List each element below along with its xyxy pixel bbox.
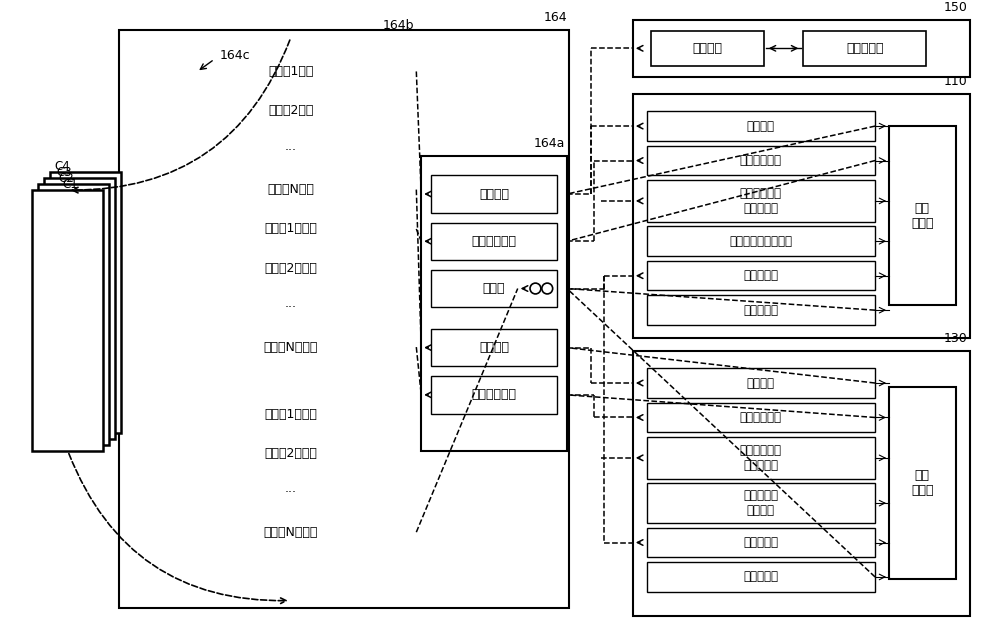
- Text: 控制值: 控制值: [483, 282, 505, 295]
- Text: 传感器2的值: 传感器2的值: [268, 105, 313, 117]
- Text: 另一个控制器
的传感器值: 另一个控制器 的传感器值: [740, 187, 782, 215]
- Text: 控制器1状态值: 控制器1状态值: [264, 223, 317, 235]
- Text: ···: ···: [285, 144, 297, 157]
- Text: C1: C1: [62, 177, 78, 191]
- Bar: [431, 223, 557, 260]
- Text: 164b: 164b: [383, 19, 414, 31]
- Bar: [647, 484, 875, 523]
- Bar: [175, 252, 406, 285]
- Bar: [50, 172, 121, 433]
- Text: 控制输入值: 控制输入值: [743, 536, 778, 549]
- Bar: [431, 376, 557, 413]
- Bar: [647, 528, 875, 557]
- Text: 164c: 164c: [219, 48, 250, 62]
- Bar: [421, 156, 567, 451]
- Text: 控制输出值: 控制输出值: [743, 304, 778, 316]
- Bar: [175, 134, 406, 167]
- Bar: [647, 403, 875, 433]
- Text: 传感器值: 传感器值: [479, 341, 509, 354]
- Text: 130: 130: [944, 332, 968, 345]
- Text: 传感器值: 传感器值: [747, 376, 775, 390]
- Text: 控制输出值: 控制输出值: [743, 570, 778, 584]
- Bar: [647, 295, 875, 325]
- Bar: [647, 368, 875, 398]
- Text: 另一个控制器状态值: 另一个控制器状态值: [729, 235, 792, 248]
- Text: 110: 110: [944, 75, 968, 87]
- Text: 第一
控制器: 第一 控制器: [911, 202, 934, 230]
- Bar: [647, 180, 875, 221]
- Bar: [32, 190, 103, 451]
- Text: 传感器值: 传感器值: [479, 188, 509, 200]
- Text: C2: C2: [58, 172, 74, 185]
- Bar: [431, 270, 557, 308]
- Bar: [175, 331, 406, 363]
- Text: 164a: 164a: [534, 137, 565, 150]
- Bar: [889, 387, 956, 579]
- Bar: [431, 329, 557, 366]
- Bar: [175, 516, 406, 549]
- Text: 另一个控制
器状态值: 另一个控制 器状态值: [743, 489, 778, 517]
- Bar: [651, 31, 764, 66]
- Text: 传感器1的值: 传感器1的值: [268, 65, 313, 78]
- Bar: [119, 29, 569, 609]
- Text: 150: 150: [944, 1, 968, 14]
- Bar: [175, 56, 406, 87]
- Text: C3: C3: [56, 166, 72, 179]
- Text: 传感器值: 传感器值: [747, 119, 775, 133]
- Bar: [165, 38, 416, 600]
- Bar: [647, 437, 875, 478]
- Bar: [647, 261, 875, 290]
- Bar: [633, 20, 970, 77]
- Text: 控制器2控制值: 控制器2控制值: [264, 447, 317, 460]
- Text: ···: ···: [285, 301, 297, 315]
- Text: 控制器状态值: 控制器状态值: [472, 389, 517, 401]
- Text: 控制器状态值: 控制器状态值: [472, 235, 517, 248]
- Bar: [889, 126, 956, 305]
- Text: 控制器N状态值: 控制器N状态值: [264, 341, 318, 353]
- Bar: [175, 477, 406, 509]
- Bar: [38, 184, 109, 445]
- Text: 另一个控制器
的传感器值: 另一个控制器 的传感器值: [740, 444, 782, 472]
- Text: C4: C4: [54, 160, 70, 173]
- Bar: [431, 175, 557, 212]
- Text: 控制器状态值: 控制器状态值: [740, 154, 782, 167]
- Bar: [647, 562, 875, 591]
- Text: 第五控制器: 第五控制器: [846, 42, 883, 55]
- Text: 控制器1控制值: 控制器1控制值: [264, 408, 317, 420]
- Bar: [633, 94, 970, 338]
- Bar: [647, 145, 875, 175]
- Text: 传感器值: 传感器值: [692, 42, 722, 55]
- Bar: [803, 31, 926, 66]
- Bar: [633, 350, 970, 616]
- Text: ···: ···: [285, 486, 297, 500]
- Bar: [44, 178, 115, 439]
- Bar: [175, 212, 406, 245]
- Bar: [175, 174, 406, 206]
- Bar: [175, 398, 406, 430]
- Bar: [175, 94, 406, 127]
- Bar: [175, 292, 406, 324]
- Text: 传感器N的值: 传感器N的值: [267, 183, 314, 196]
- Bar: [647, 111, 875, 141]
- Text: 控制输入值: 控制输入值: [743, 269, 778, 282]
- Bar: [647, 226, 875, 256]
- Text: 控制器状态值: 控制器状态值: [740, 411, 782, 424]
- Bar: [175, 437, 406, 470]
- Text: 第三
控制器: 第三 控制器: [911, 470, 934, 498]
- Text: 控制器N控制值: 控制器N控制值: [264, 526, 318, 538]
- Text: 控制器2状态值: 控制器2状态值: [264, 262, 317, 275]
- Text: 164: 164: [543, 11, 567, 24]
